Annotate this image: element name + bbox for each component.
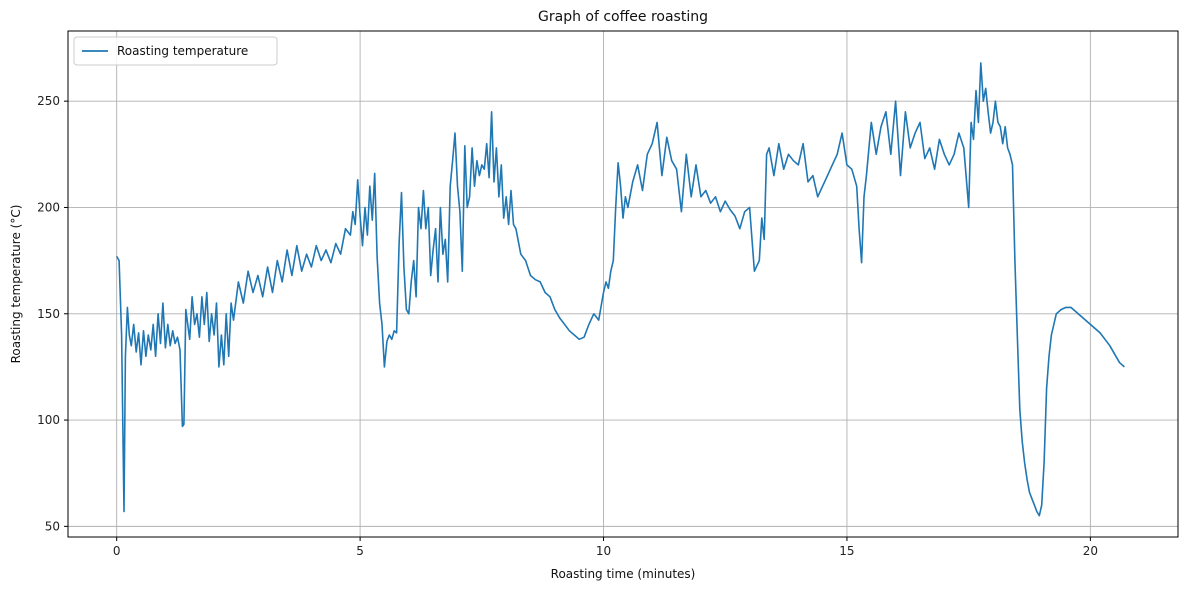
x-tick-label: 0 [113, 544, 121, 558]
legend: Roasting temperature [73, 36, 278, 66]
legend-box [73, 36, 278, 66]
x-tick-label: 10 [596, 544, 611, 558]
x-tick-label: 20 [1083, 544, 1098, 558]
series-line-roasting-temperature [116, 62, 1125, 517]
chart-title: Graph of coffee roasting [538, 9, 708, 25]
x-tick-label: 5 [356, 544, 364, 558]
y-tick-label: 150 [37, 307, 60, 321]
x-tick-label: 15 [839, 544, 854, 558]
y-axis-label: Roasting temperature (°C) [9, 205, 23, 364]
y-tick-label: 100 [37, 413, 60, 427]
x-axis-label: Roasting time (minutes) [551, 567, 696, 581]
y-tick-label: 200 [37, 200, 60, 214]
axis-ticks: 0 5 10 15 20 50 100 150 200 250 [37, 94, 1098, 558]
plot-frame [67, 30, 1179, 538]
legend-label: Roasting temperature [117, 44, 248, 58]
y-tick-label: 50 [45, 519, 60, 533]
y-tick-label: 250 [37, 94, 60, 108]
series-layer [116, 62, 1125, 517]
